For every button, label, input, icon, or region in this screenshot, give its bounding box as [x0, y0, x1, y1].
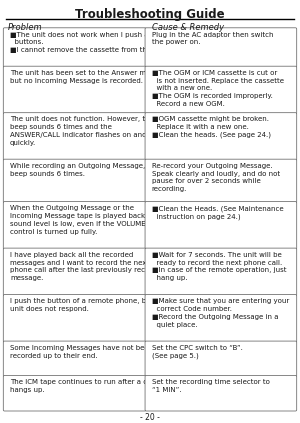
FancyBboxPatch shape [145, 341, 297, 376]
FancyBboxPatch shape [145, 202, 297, 249]
Text: ■Make sure that you are entering your
  correct Code number.
■Record the Outgoin: ■Make sure that you are entering your co… [152, 298, 289, 327]
Text: Troubleshooting Guide: Troubleshooting Guide [75, 8, 225, 21]
FancyBboxPatch shape [3, 66, 146, 114]
Text: ■OGM cassette might be broken.
  Replace it with a new one.
■Clean the heads. (S: ■OGM cassette might be broken. Replace i… [152, 116, 271, 138]
FancyBboxPatch shape [3, 294, 146, 342]
Text: ■The unit does not work when I push any
  buttons.
■I cannot remove the cassette: ■The unit does not work when I push any … [10, 31, 169, 53]
Text: ■Wait for 7 seconds. The unit will be
  ready to record the next phone call.
■In: ■Wait for 7 seconds. The unit will be re… [152, 252, 286, 281]
FancyBboxPatch shape [3, 159, 146, 203]
FancyBboxPatch shape [145, 66, 297, 114]
FancyBboxPatch shape [3, 376, 146, 411]
Text: The ICM tape continues to run after a caller
hangs up.: The ICM tape continues to run after a ca… [10, 379, 162, 393]
FancyBboxPatch shape [145, 113, 297, 160]
FancyBboxPatch shape [145, 159, 297, 203]
Text: I push the button of a remote phone, but the
unit does not respond.: I push the button of a remote phone, but… [10, 298, 167, 312]
Text: When the Outgoing Message or the
Incoming Message tape is played back, the
sound: When the Outgoing Message or the Incomin… [10, 205, 161, 235]
Text: Set the recording time selector to
“1 MIN”.: Set the recording time selector to “1 MI… [152, 379, 269, 393]
Text: ■Clean the Heads. (See Maintenance
  instruction on page 24.): ■Clean the Heads. (See Maintenance instr… [152, 205, 283, 220]
Text: The unit has been set to the Answer mode,
but no Incoming Message is recorded.: The unit has been set to the Answer mode… [10, 70, 161, 84]
Text: ■The OGM or ICM cassette is cut or
  is not inserted. Replace the cassette
  wit: ■The OGM or ICM cassette is cut or is no… [152, 70, 284, 107]
FancyBboxPatch shape [3, 28, 146, 67]
FancyBboxPatch shape [3, 341, 146, 376]
Text: Set the CPC switch to “B”.
(See page 5.): Set the CPC switch to “B”. (See page 5.) [152, 345, 242, 359]
Text: The unit does not function. However, the
beep sounds 6 times and the
ANSWER/CALL: The unit does not function. However, the… [10, 116, 158, 146]
Text: Re-record your Outgoing Message.
Speak clearly and loudly, and do not
pause for : Re-record your Outgoing Message. Speak c… [152, 163, 280, 192]
Text: Plug in the AC adaptor then switch
the power on.: Plug in the AC adaptor then switch the p… [152, 31, 273, 45]
Text: Some Incoming Messages have not been
recorded up to their end.: Some Incoming Messages have not been rec… [10, 345, 153, 359]
Text: I have played back all the recorded
messages and I want to record the next
phone: I have played back all the recorded mess… [10, 252, 165, 281]
FancyBboxPatch shape [3, 202, 146, 249]
Text: - 20 -: - 20 - [140, 413, 160, 422]
FancyBboxPatch shape [3, 248, 146, 296]
FancyBboxPatch shape [145, 376, 297, 411]
Text: Problem: Problem [8, 23, 42, 32]
FancyBboxPatch shape [3, 113, 146, 160]
FancyBboxPatch shape [145, 28, 297, 67]
Text: Cause & Remedy: Cause & Remedy [152, 23, 224, 32]
FancyBboxPatch shape [145, 294, 297, 342]
FancyBboxPatch shape [145, 248, 297, 296]
Text: While recording an Outgoing Message, the
beep sounds 6 times.: While recording an Outgoing Message, the… [10, 163, 159, 177]
